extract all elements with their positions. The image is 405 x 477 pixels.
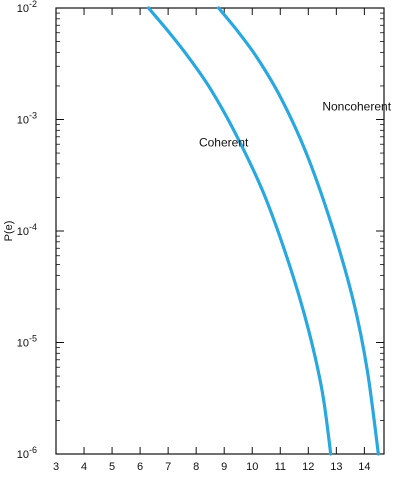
x-tick-label: 5 [109,461,115,473]
y-tick-label: 10-6 [17,445,37,461]
x-tick-label: 6 [137,461,143,473]
x-tick-label: 8 [193,461,199,473]
y-tick-label: 10-4 [17,222,37,238]
x-tick-label: 11 [275,461,286,473]
y-tick-label: 10-2 [17,0,37,15]
coherent-label: Coherent [199,136,249,150]
x-tick-label: 13 [330,461,342,473]
y-tick-label: 10-5 [17,334,37,350]
x-tick-label: 10 [246,461,258,473]
x-tick-label: 4 [81,461,87,473]
noncoherent-curve [216,6,380,456]
y-tick-label: 10-3 [17,111,37,127]
y-axis-title: P(e) [3,221,15,242]
x-tick-label: 14 [358,461,370,473]
x-tick-label: 7 [165,461,171,473]
noncoherent-label: Noncoherent [322,100,391,114]
coherent-curve [146,6,333,456]
x-tick-label: 12 [302,461,314,473]
x-tick-label: 9 [221,461,227,473]
x-tick-label: 3 [53,461,59,473]
